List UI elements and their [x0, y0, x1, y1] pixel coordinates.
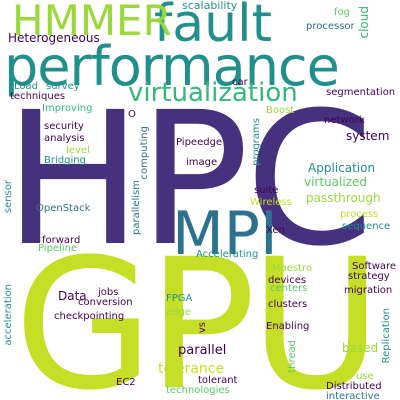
word-vs: vs	[197, 322, 208, 334]
word-network: network	[324, 115, 365, 126]
word-virtualization: virtualization	[128, 78, 298, 108]
word-fault: fault	[154, 0, 272, 54]
word-pipeline: Pipeline	[38, 243, 78, 254]
word-sensor: sensor	[3, 180, 14, 214]
word-jobs: jobs	[98, 287, 119, 298]
word-tolerance: tolerance	[158, 361, 225, 377]
word-bridging: Bridging	[44, 155, 86, 166]
word-replication: Replication	[381, 308, 392, 364]
word-cloud: cloud	[357, 6, 371, 39]
word-computing: computing	[139, 126, 150, 180]
word-image: image	[186, 157, 218, 168]
word-hpc: HPC	[4, 73, 374, 287]
word-ec2: EC2	[116, 377, 136, 388]
word-thread: thread	[287, 340, 298, 373]
word-programs: programs	[251, 118, 262, 166]
word-pipeedge: Pipeedge	[176, 137, 223, 148]
word-technologies: technologies	[166, 385, 230, 396]
word-tolerant: tolerant	[198, 375, 238, 386]
word-parallelism: parallelism	[131, 180, 142, 235]
word-analysis: analysis	[44, 133, 85, 144]
word-virtualized: virtualized	[304, 175, 367, 189]
word-forward: forward	[42, 235, 81, 246]
word-process: process	[340, 209, 379, 220]
word-strategy: strategy	[348, 271, 390, 282]
word-performance: performance	[4, 35, 340, 98]
word-suite: suite	[254, 185, 279, 196]
word-conversion: conversion	[78, 297, 133, 308]
word-segmentation: segmentation	[326, 87, 396, 98]
word-mpi: MPI	[172, 199, 278, 269]
word-heterogeneous: Heterogeneous	[8, 31, 100, 45]
word-clusters: clusters	[268, 299, 308, 310]
word-o: O	[128, 109, 136, 120]
word-accelerating: Accelerating	[196, 249, 259, 260]
word-improving: Improving	[42, 103, 93, 114]
word-xen: Xen	[266, 225, 285, 236]
word-passthrough: passthrough	[306, 191, 381, 205]
word-security: security	[44, 121, 84, 132]
word-software: Software	[352, 261, 397, 272]
word-centers: centers	[270, 283, 308, 294]
word-load: Load	[14, 81, 38, 92]
word-processor: processor	[306, 21, 355, 32]
word-application: Application	[308, 161, 376, 175]
word-edge: edge	[166, 307, 191, 318]
word-data: Data	[58, 289, 87, 303]
word-checkpointing: checkpointing	[54, 311, 125, 322]
word-acceleration: acceleration	[3, 284, 14, 346]
word-distributed: Distributed	[326, 381, 382, 392]
word-wireless: Wireless	[250, 197, 292, 208]
word-fog: fog	[334, 7, 350, 18]
word-car: car	[232, 77, 248, 88]
word-techniques: techniques	[10, 91, 66, 102]
word-devices: devices	[268, 275, 307, 286]
word-enabling: Enabling	[266, 321, 310, 332]
word-survey: survey	[46, 81, 80, 92]
word-migration: migration	[344, 285, 393, 296]
word-based: based	[342, 341, 379, 355]
word-use: use	[356, 371, 374, 382]
word-maestro: Maestro	[272, 263, 313, 274]
word-boost: Boost	[266, 105, 295, 116]
word-openstack: OpenStack	[36, 203, 91, 214]
word-scalability: scalability	[182, 0, 238, 12]
word-hmmer: HMMER	[12, 0, 172, 45]
word-gpu: GPU	[14, 221, 382, 400]
word-fpga: FPGA	[166, 293, 193, 304]
word-parallel: parallel	[178, 343, 227, 358]
word-level: level	[66, 145, 90, 156]
word-system: system	[346, 129, 390, 143]
word-sequence: sequence	[342, 221, 391, 232]
word-interactive: interactive	[326, 391, 380, 400]
